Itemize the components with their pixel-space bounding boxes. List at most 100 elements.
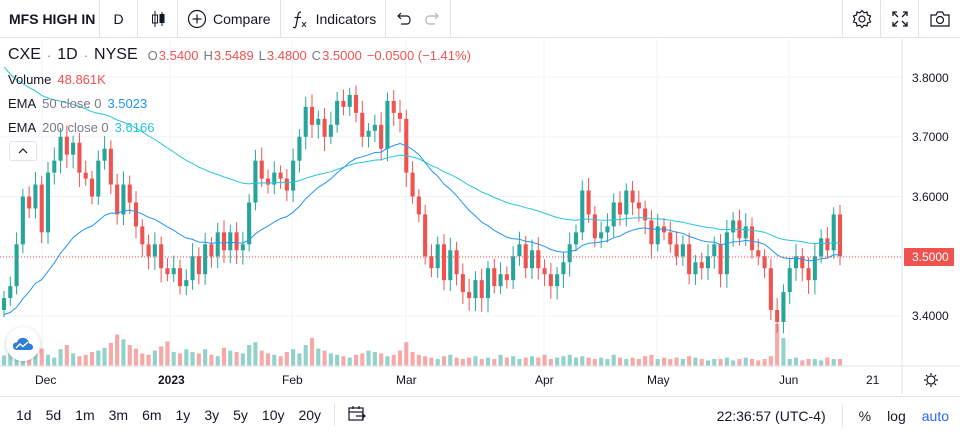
volume-bar: [102, 347, 107, 366]
volume-label: Volume: [8, 71, 52, 87]
high-value: 3.5489: [213, 47, 254, 63]
compare-label: Compare: [213, 10, 271, 27]
volume-bar: [573, 357, 579, 366]
candle-body: [429, 256, 434, 269]
candle-body: [328, 124, 333, 137]
legend-volume-row[interactable]: Volume 48.861K: [8, 67, 471, 91]
range-10y[interactable]: 10y: [261, 407, 285, 423]
range-5d[interactable]: 5d: [45, 407, 62, 423]
candle-body: [347, 94, 352, 107]
chart-pane[interactable]: 3.8000 3.7000 3.6000 3.4000 3.5000 Dec 2…: [0, 39, 960, 394]
redo-icon[interactable]: [425, 12, 441, 26]
indicators-button[interactable]: Indicators: [281, 0, 387, 38]
interval-button[interactable]: D: [100, 0, 138, 38]
volume-bar: [284, 352, 289, 366]
volume-bar: [316, 348, 321, 366]
candle-body: [14, 244, 19, 287]
bottom-right-group: 22:36:57 (UTC-4) % log auto: [717, 397, 960, 434]
range-3y[interactable]: 3y: [204, 407, 220, 423]
time-axis-settings-button[interactable]: [924, 373, 938, 387]
volume-bar: [372, 352, 377, 366]
volume-bar: [511, 356, 516, 366]
volume-bar: [291, 349, 296, 366]
undo-icon[interactable]: [395, 12, 411, 26]
ema-200-line: [3, 66, 841, 245]
volume-bar: [228, 350, 233, 366]
volume-bar: [636, 359, 641, 366]
goto-date-button[interactable]: [347, 405, 367, 426]
volume-bar: [580, 356, 585, 366]
volume-bar: [661, 357, 667, 366]
legend-collapse-button[interactable]: [9, 141, 37, 161]
volume-bar: [253, 342, 258, 366]
timezone-clock[interactable]: 22:36:57 (UTC-4): [717, 404, 843, 427]
candle-body: [517, 244, 522, 257]
candle-body: [177, 268, 183, 287]
candle-body: [209, 244, 214, 257]
percent-scale-button[interactable]: %: [858, 407, 872, 424]
volume-bar: [599, 357, 604, 366]
log-scale-button[interactable]: log: [887, 407, 906, 424]
symbol-search-button[interactable]: MFS HIGH IN: [0, 0, 100, 38]
volume-bar: [806, 359, 811, 366]
legend-ema200-row[interactable]: EMA 200 close 0 3.6166: [8, 115, 471, 139]
compare-button[interactable]: Compare: [178, 0, 281, 38]
candle-body: [580, 190, 585, 233]
chart-type-button[interactable]: [138, 0, 178, 38]
snapshot-button[interactable]: [918, 0, 960, 38]
range-5y[interactable]: 5y: [233, 407, 248, 423]
legend-ema50-row[interactable]: EMA 50 close 0 3.5023: [8, 91, 471, 115]
volume-bar: [247, 345, 252, 366]
volume-bar: [768, 356, 773, 366]
candle-body: [39, 184, 44, 233]
candle-body: [64, 136, 69, 155]
volume-bar: [152, 350, 157, 366]
volume-bar: [473, 356, 478, 366]
price-chart[interactable]: 3.8000 3.7000 3.6000 3.4000 3.5000 Dec 2…: [0, 39, 960, 394]
volume-bar: [121, 339, 126, 366]
legend-ticker[interactable]: CXE: [8, 46, 41, 63]
volume-bar: [668, 359, 673, 366]
high-label: H: [203, 47, 213, 63]
candle-body: [89, 178, 95, 197]
time-axis[interactable]: Dec 2023 Feb Mar Apr May Jun 21: [35, 373, 880, 387]
range-20y[interactable]: 20y: [298, 407, 322, 423]
volume-bar: [159, 346, 164, 366]
candle-body: [454, 250, 459, 275]
volume-bar: [498, 354, 503, 366]
price-axis[interactable]: 3.8000 3.7000 3.6000 3.4000: [912, 71, 949, 323]
gear-icon: [926, 375, 936, 385]
volume-bar: [536, 357, 541, 366]
range-3m[interactable]: 3m: [108, 407, 129, 423]
candle-body: [536, 250, 541, 269]
volume-bar: [8, 350, 13, 366]
candle-body: [140, 226, 145, 245]
volume-bar: [404, 342, 409, 366]
candle-body: [45, 172, 51, 233]
candle-body: [511, 256, 516, 281]
candle-body: [247, 202, 252, 245]
auto-scale-button[interactable]: auto: [921, 407, 949, 424]
gear-icon: [852, 9, 871, 29]
volume-bar: [45, 354, 51, 366]
settings-button[interactable]: [842, 0, 880, 38]
candle-body: [152, 244, 157, 257]
volume-bar: [171, 352, 176, 366]
candle-body: [812, 256, 817, 281]
range-1d[interactable]: 1d: [16, 407, 32, 423]
candle-body: [284, 178, 289, 191]
fullscreen-button[interactable]: [880, 0, 918, 38]
time-tick-dec: Dec: [35, 373, 56, 387]
candle-body: [724, 232, 729, 275]
volume-bar: [775, 324, 780, 366]
legend-exchange: NYSE: [94, 46, 138, 63]
tradingview-logo[interactable]: [6, 327, 40, 361]
range-6m[interactable]: 6m: [142, 407, 162, 423]
candle-body: [548, 274, 553, 287]
range-1y[interactable]: 1y: [175, 407, 191, 423]
volume-value: 48.861K: [57, 71, 106, 87]
candle-body: [787, 268, 792, 293]
range-1m[interactable]: 1m: [75, 407, 95, 423]
volume-bar: [366, 350, 371, 366]
candle-body: [391, 100, 396, 113]
